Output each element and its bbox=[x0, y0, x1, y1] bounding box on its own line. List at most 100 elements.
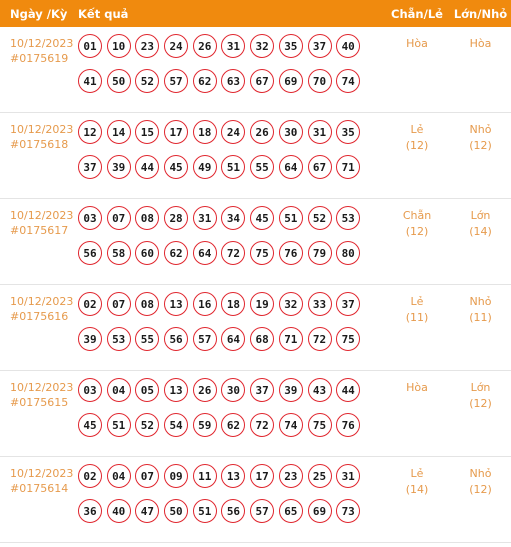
number-ball: 35 bbox=[278, 34, 303, 58]
number-ball: 55 bbox=[135, 327, 160, 351]
even-odd-count: (14) bbox=[405, 483, 429, 496]
header-result: Kết quả bbox=[78, 6, 129, 21]
number-ball: 72 bbox=[307, 327, 332, 351]
number-ball: 57 bbox=[250, 499, 275, 523]
number-ball: 57 bbox=[164, 69, 189, 93]
number-ball: 52 bbox=[135, 413, 160, 437]
number-row: 02 07 08 13 16 18 19 32 33 37 bbox=[78, 292, 384, 318]
even-odd-value: Lẻ bbox=[410, 295, 424, 308]
table-row: 10/12/2023 #0175616 02 07 08 13 16 18 19 32 33 37 39… bbox=[0, 285, 511, 371]
table-row: 10/12/2023 #0175617 03 07 08 28 31 34 45 51 52 53 56… bbox=[0, 199, 511, 285]
number-ball: 18 bbox=[192, 120, 217, 144]
big-small-cell: Nhỏ (12) bbox=[450, 113, 511, 198]
big-small-count: (14) bbox=[469, 225, 492, 238]
big-small-cell: Hòa bbox=[450, 27, 511, 112]
number-ball: 24 bbox=[221, 120, 246, 144]
big-small-cell: Lớn (12) bbox=[450, 371, 511, 456]
date-cell: 10/12/2023 #0175619 bbox=[0, 27, 78, 112]
even-odd-cell: Hòa bbox=[384, 27, 450, 112]
draw-id: #0175614 bbox=[10, 482, 69, 495]
draw-date: 10/12/2023 bbox=[10, 381, 74, 394]
table-row: 10/12/2023 #0175619 01 10 23 24 26 31 32 35 37 40 41… bbox=[0, 27, 511, 113]
big-small-value: Lớn bbox=[470, 381, 491, 394]
big-small-count: (12) bbox=[469, 139, 492, 152]
number-ball: 40 bbox=[106, 499, 131, 523]
result-cell: 02 04 07 09 11 13 17 23 25 31 36 40 47 50 51 56 57 65 69 73 bbox=[78, 457, 384, 542]
number-ball: 56 bbox=[164, 327, 189, 351]
draw-date: 10/12/2023 bbox=[10, 123, 74, 136]
number-ball: 16 bbox=[192, 292, 217, 316]
number-ball: 64 bbox=[192, 241, 217, 265]
even-odd-value: Chẵn bbox=[402, 209, 432, 222]
number-ball: 09 bbox=[164, 464, 189, 488]
even-odd-value: Lẻ bbox=[410, 123, 424, 136]
number-ball: 59 bbox=[192, 413, 217, 437]
even-odd-cell: Lẻ (11) bbox=[384, 285, 450, 370]
number-ball: 31 bbox=[192, 206, 217, 230]
number-row: 37 39 44 45 49 51 55 64 67 71 bbox=[78, 155, 384, 181]
number-ball: 75 bbox=[250, 241, 275, 265]
number-ball: 70 bbox=[307, 69, 332, 93]
draw-id: #0175617 bbox=[10, 224, 69, 237]
number-ball: 33 bbox=[307, 292, 332, 316]
even-odd-cell: Lẻ (12) bbox=[384, 113, 450, 198]
number-ball: 13 bbox=[164, 292, 189, 316]
number-ball: 37 bbox=[250, 378, 275, 402]
number-ball: 23 bbox=[278, 464, 303, 488]
table-row: 10/12/2023 #0175614 02 04 07 09 11 13 17 23 25 31 36… bbox=[0, 457, 511, 543]
big-small-value: Nhỏ bbox=[469, 123, 492, 136]
number-ball: 30 bbox=[221, 378, 246, 402]
number-ball: 12 bbox=[78, 120, 102, 144]
number-ball: 08 bbox=[135, 292, 160, 316]
number-ball: 67 bbox=[250, 69, 275, 93]
table-row: 10/12/2023 #0175615 03 04 05 13 26 30 37 39 43 44 45… bbox=[0, 371, 511, 457]
even-odd-value: Lẻ bbox=[410, 467, 424, 480]
number-ball: 58 bbox=[106, 241, 131, 265]
number-ball: 02 bbox=[78, 292, 102, 316]
big-small-value: Nhỏ bbox=[469, 295, 492, 308]
result-cell: 02 07 08 13 16 18 19 32 33 37 39 53 55 56 57 64 68 71 72 75 bbox=[78, 285, 384, 370]
number-ball: 49 bbox=[192, 155, 217, 179]
number-ball: 26 bbox=[192, 378, 217, 402]
number-ball: 45 bbox=[164, 155, 189, 179]
number-ball: 11 bbox=[192, 464, 217, 488]
number-ball: 10 bbox=[106, 34, 131, 58]
number-ball: 45 bbox=[78, 413, 102, 437]
number-ball: 39 bbox=[278, 378, 303, 402]
number-row: 56 58 60 62 64 72 75 76 79 80 bbox=[78, 241, 384, 267]
number-ball: 57 bbox=[192, 327, 217, 351]
number-ball: 13 bbox=[221, 464, 246, 488]
number-row: 36 40 47 50 51 56 57 65 69 73 bbox=[78, 499, 384, 525]
number-ball: 72 bbox=[250, 413, 275, 437]
number-ball: 36 bbox=[78, 499, 102, 523]
number-row: 12 14 15 17 18 24 26 30 31 35 bbox=[78, 120, 384, 146]
draw-date: 10/12/2023 bbox=[10, 467, 74, 480]
number-ball: 62 bbox=[164, 241, 189, 265]
number-row: 03 04 05 13 26 30 37 39 43 44 bbox=[78, 378, 384, 404]
table-header: Ngày /Kỳ Kết quả Chẵn/Lẻ Lớn/Nhỏ bbox=[0, 0, 511, 27]
number-ball: 50 bbox=[106, 69, 131, 93]
number-ball: 67 bbox=[307, 155, 332, 179]
number-ball: 07 bbox=[106, 206, 131, 230]
draw-id: #0175619 bbox=[10, 52, 69, 65]
table-body: 10/12/2023 #0175619 01 10 23 24 26 31 32 35 37 40 41… bbox=[0, 27, 511, 543]
number-row: 41 50 52 57 62 63 67 69 70 74 bbox=[78, 69, 384, 95]
number-row: 01 10 23 24 26 31 32 35 37 40 bbox=[78, 34, 384, 60]
number-ball: 26 bbox=[192, 34, 217, 58]
number-ball: 40 bbox=[336, 34, 361, 58]
draw-date: 10/12/2023 bbox=[10, 295, 74, 308]
number-ball: 68 bbox=[250, 327, 275, 351]
number-ball: 69 bbox=[278, 69, 303, 93]
draw-id: #0175616 bbox=[10, 310, 69, 323]
number-row: 03 07 08 28 31 34 45 51 52 53 bbox=[78, 206, 384, 232]
number-ball: 64 bbox=[278, 155, 303, 179]
number-ball: 45 bbox=[250, 206, 275, 230]
number-ball: 56 bbox=[221, 499, 246, 523]
number-ball: 35 bbox=[336, 120, 361, 144]
result-cell: 03 04 05 13 26 30 37 39 43 44 45 51 52 54 59 62 72 74 75 76 bbox=[78, 371, 384, 456]
number-ball: 62 bbox=[221, 413, 246, 437]
number-ball: 54 bbox=[164, 413, 189, 437]
even-odd-value: Hòa bbox=[406, 381, 428, 394]
number-ball: 04 bbox=[106, 378, 131, 402]
